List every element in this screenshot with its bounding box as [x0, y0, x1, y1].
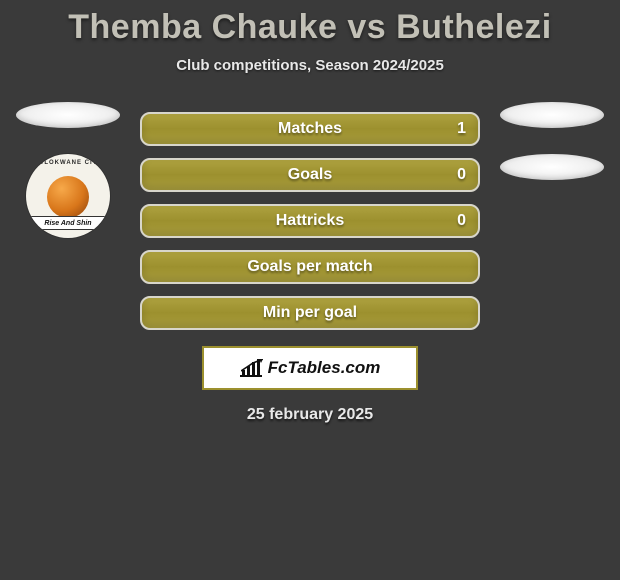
club-badge-left: POLOKWANE CITY Rise And Shin	[26, 154, 110, 238]
player-left-column: POLOKWANE CITY Rise And Shin	[8, 102, 128, 238]
stat-label: Goals	[288, 166, 332, 184]
brand-chart-icon	[240, 359, 262, 377]
stat-right-value: 0	[457, 212, 466, 230]
subtitle: Club competitions, Season 2024/2025	[176, 57, 444, 74]
badge-ball-icon	[47, 176, 89, 218]
avatar-placeholder-right-2	[500, 154, 604, 180]
stat-right-value: 0	[457, 166, 466, 184]
badge-top-text: POLOKWANE CITY	[26, 160, 110, 166]
stat-label: Min per goal	[263, 304, 357, 322]
stat-label: Hattricks	[276, 212, 344, 230]
avatar-placeholder-left	[16, 102, 120, 128]
stat-bar-hattricks: Hattricks 0	[140, 204, 480, 238]
comparison-card: Themba Chauke vs Buthelezi Club competit…	[0, 0, 620, 424]
stat-bar-min-per-goal: Min per goal	[140, 296, 480, 330]
stat-label: Goals per match	[247, 258, 372, 276]
date-text: 25 february 2025	[0, 406, 620, 424]
brand-text: FcTables.com	[268, 358, 381, 378]
avatar-placeholder-right-1	[500, 102, 604, 128]
stat-label: Matches	[278, 120, 342, 138]
stat-bars: Matches 1 Goals 0 Hattricks 0 Goals per …	[140, 112, 480, 330]
stat-bar-goals-per-match: Goals per match	[140, 250, 480, 284]
stat-bar-goals: Goals 0	[140, 158, 480, 192]
brand-line-icon	[241, 359, 263, 373]
player-right-column	[492, 102, 612, 180]
stat-bar-matches: Matches 1	[140, 112, 480, 146]
stat-right-value: 1	[457, 120, 466, 138]
page-title: Themba Chauke vs Buthelezi	[68, 8, 551, 47]
badge-banner-text: Rise And Shin	[29, 216, 107, 230]
stats-area: POLOKWANE CITY Rise And Shin Matches 1 G…	[0, 112, 620, 424]
brand-box[interactable]: FcTables.com	[202, 346, 418, 390]
